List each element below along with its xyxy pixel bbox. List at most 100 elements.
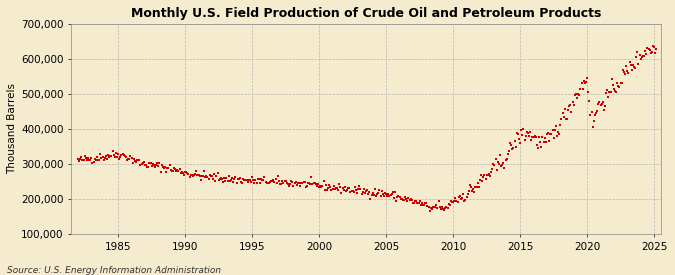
Point <box>595 103 606 107</box>
Point <box>450 196 461 200</box>
Point <box>86 156 97 160</box>
Point <box>348 189 359 194</box>
Point <box>384 193 395 198</box>
Point <box>101 156 112 161</box>
Point <box>435 207 446 212</box>
Point <box>352 191 362 196</box>
Point <box>548 136 559 141</box>
Point <box>165 168 176 172</box>
Point <box>520 133 531 138</box>
Point <box>309 181 320 185</box>
Point <box>356 192 367 197</box>
Point <box>253 177 264 181</box>
Point <box>223 174 234 178</box>
Point <box>500 158 511 162</box>
Point <box>515 141 526 145</box>
Point <box>117 152 128 156</box>
Point <box>475 178 485 182</box>
Point <box>225 178 236 182</box>
Point <box>135 162 146 167</box>
Point <box>338 186 348 191</box>
Point <box>202 175 213 179</box>
Point <box>147 161 158 166</box>
Point <box>132 158 142 163</box>
Point <box>266 179 277 183</box>
Point <box>524 130 535 134</box>
Point <box>509 139 520 143</box>
Point <box>508 146 519 151</box>
Point <box>439 208 450 212</box>
Point <box>412 201 423 205</box>
Point <box>340 185 350 189</box>
Point <box>290 180 301 185</box>
Point <box>323 186 333 190</box>
Point <box>292 183 302 187</box>
Point <box>536 144 547 149</box>
Point <box>299 180 310 184</box>
Point <box>443 202 454 207</box>
Point <box>427 207 437 211</box>
Point <box>408 201 418 206</box>
Point <box>138 160 149 164</box>
Point <box>434 205 445 209</box>
Point <box>340 189 351 193</box>
Point <box>252 177 263 182</box>
Point <box>78 158 89 163</box>
Point <box>546 132 557 136</box>
Point <box>492 160 503 164</box>
Point <box>186 173 197 177</box>
Point <box>148 163 159 167</box>
Point <box>360 191 371 196</box>
Point <box>606 76 617 81</box>
Point <box>411 199 422 204</box>
Point <box>433 199 444 203</box>
Point <box>389 189 400 194</box>
Point <box>631 55 642 59</box>
Point <box>637 55 647 59</box>
Point <box>317 184 328 188</box>
Point <box>579 81 590 85</box>
Point <box>209 172 219 177</box>
Point <box>275 182 286 186</box>
Point <box>650 51 661 55</box>
Point <box>198 169 209 173</box>
Point <box>218 179 229 184</box>
Point <box>519 138 530 142</box>
Point <box>446 198 456 203</box>
Point <box>169 166 180 170</box>
Point <box>250 177 261 182</box>
Point <box>307 182 318 186</box>
Point <box>157 165 168 169</box>
Point <box>539 136 550 140</box>
Point <box>350 185 360 189</box>
Point <box>249 181 260 186</box>
Point <box>493 162 504 166</box>
Point <box>603 95 614 99</box>
Point <box>162 166 173 171</box>
Point <box>495 153 506 157</box>
Point <box>514 137 524 142</box>
Point <box>221 175 232 180</box>
Point <box>570 92 581 96</box>
Point <box>461 194 472 199</box>
Point <box>101 154 111 159</box>
Point <box>415 203 426 208</box>
Point <box>639 54 649 58</box>
Point <box>311 184 322 188</box>
Point <box>379 191 390 195</box>
Point <box>302 184 313 188</box>
Point <box>596 102 607 106</box>
Text: Source: U.S. Energy Information Administration: Source: U.S. Energy Information Administ… <box>7 266 221 275</box>
Point <box>604 90 615 94</box>
Point <box>254 181 265 185</box>
Point <box>144 161 155 166</box>
Point <box>362 188 373 192</box>
Point <box>181 170 192 175</box>
Point <box>89 157 100 161</box>
Point <box>401 197 412 201</box>
Point <box>334 182 345 186</box>
Point <box>167 168 178 173</box>
Point <box>150 165 161 170</box>
Point <box>153 164 164 169</box>
Point <box>602 88 613 93</box>
